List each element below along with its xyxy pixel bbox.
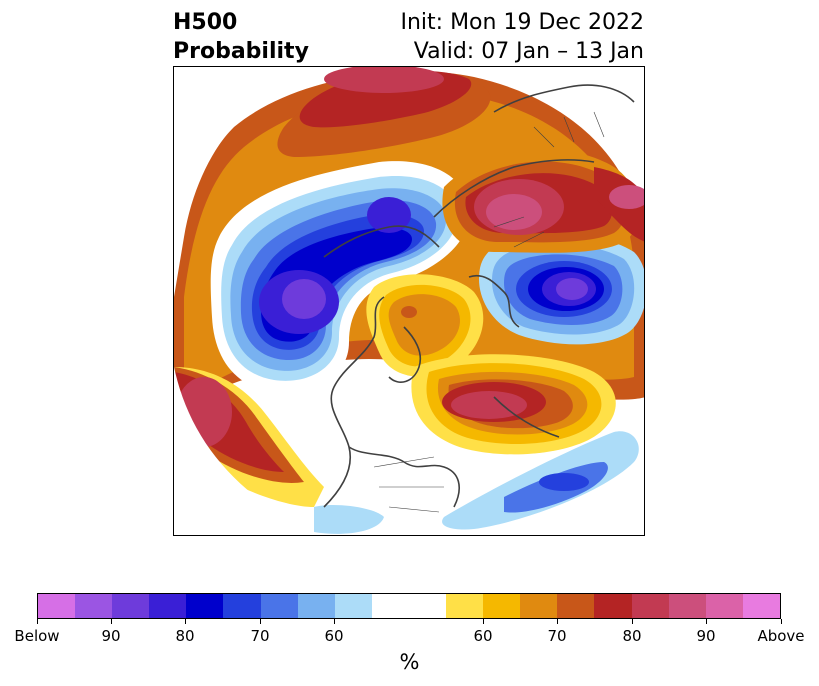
- negative-anomaly-75-south: [539, 473, 589, 491]
- coastlines: [323, 84, 635, 508]
- negative-anomaly-90-pacific: [282, 279, 326, 319]
- colorbar-segment: [742, 594, 780, 618]
- positive-anomaly-70-pole: [401, 306, 417, 318]
- probability-map: [174, 67, 644, 535]
- negative-anomaly-90-atlantic: [556, 278, 588, 300]
- negative-anomaly-60-southwest: [314, 505, 384, 534]
- colorbar-tick-label: Below: [14, 627, 60, 645]
- map-title-left: H500 Probability: [173, 8, 309, 66]
- colorbar-tick-label: 90: [101, 627, 121, 645]
- map-outer-corner-nw: [174, 67, 324, 297]
- colorbar-segment: [186, 594, 224, 618]
- colorbar-tick-mark: [781, 619, 782, 624]
- colorbar-tick-mark: [706, 619, 707, 624]
- colorbar-segment: [408, 594, 447, 618]
- colorbar-tick-mark: [483, 619, 484, 624]
- colorbar-segment: [631, 594, 669, 618]
- map-title-right: Init: Mon 19 Dec 2022 Valid: 07 Jan – 13…: [401, 8, 645, 66]
- political-borders: [373, 111, 605, 513]
- colorbar-segment: [260, 594, 298, 618]
- positive-anomaly-90-east: [609, 185, 644, 209]
- colorbar-segment: [705, 594, 743, 618]
- colorbar-tick-mark: [557, 619, 558, 624]
- title-quantity: Probability: [173, 39, 309, 64]
- colorbar-segment: [223, 594, 261, 618]
- positive-anomaly-85-north: [324, 67, 444, 93]
- colorbar-tick-mark: [185, 619, 186, 624]
- colorbar-segment: [75, 594, 113, 618]
- colorbar-tick-label: 60: [324, 627, 344, 645]
- colorbar-segment: [371, 594, 409, 618]
- map-outer-corner-sw: [174, 367, 320, 535]
- colorbar-tick-mark: [334, 619, 335, 624]
- colorbar-tick-label: 70: [250, 627, 270, 645]
- colorbar-tick-label: Above: [757, 627, 805, 645]
- positive-anomaly-85-atlantic: [451, 391, 527, 419]
- colorbar-segment: [112, 594, 150, 618]
- colorbar-segment: [38, 594, 76, 618]
- colorbar-segment: [334, 594, 372, 618]
- colorbar-tick-mark: [111, 619, 112, 624]
- colorbar-segment: [483, 594, 521, 618]
- title-variable: H500: [173, 10, 238, 35]
- colorbar-segment: [297, 594, 335, 618]
- colorbar-segment: [594, 594, 632, 618]
- colorbar-tick-label: 60: [473, 627, 493, 645]
- colorbar-segment: [557, 594, 595, 618]
- colorbar-segment: [149, 594, 187, 618]
- colorbar-tick-mark: [37, 619, 38, 624]
- colorbar-segment: [668, 594, 706, 618]
- colorbar-tick-label: 80: [622, 627, 642, 645]
- colorbar-tick-mark: [260, 619, 261, 624]
- init-date: Init: Mon 19 Dec 2022: [400, 10, 645, 35]
- colorbar-segment: [520, 594, 558, 618]
- colorbar-tick-label: 80: [175, 627, 195, 645]
- colorbar-tick-label: 90: [696, 627, 716, 645]
- colorbar-tick-label: 70: [547, 627, 567, 645]
- map-frame: [173, 66, 645, 536]
- valid-period: Valid: 07 Jan – 13 Jan: [413, 39, 644, 64]
- colorbar-tick-mark: [632, 619, 633, 624]
- negative-anomaly-siberia-core: [367, 197, 411, 233]
- colorbar-unit-label: %: [399, 650, 420, 674]
- positive-anomaly-90-asia: [486, 194, 542, 230]
- colorbar: [37, 593, 781, 619]
- colorbar-segment: [446, 594, 484, 618]
